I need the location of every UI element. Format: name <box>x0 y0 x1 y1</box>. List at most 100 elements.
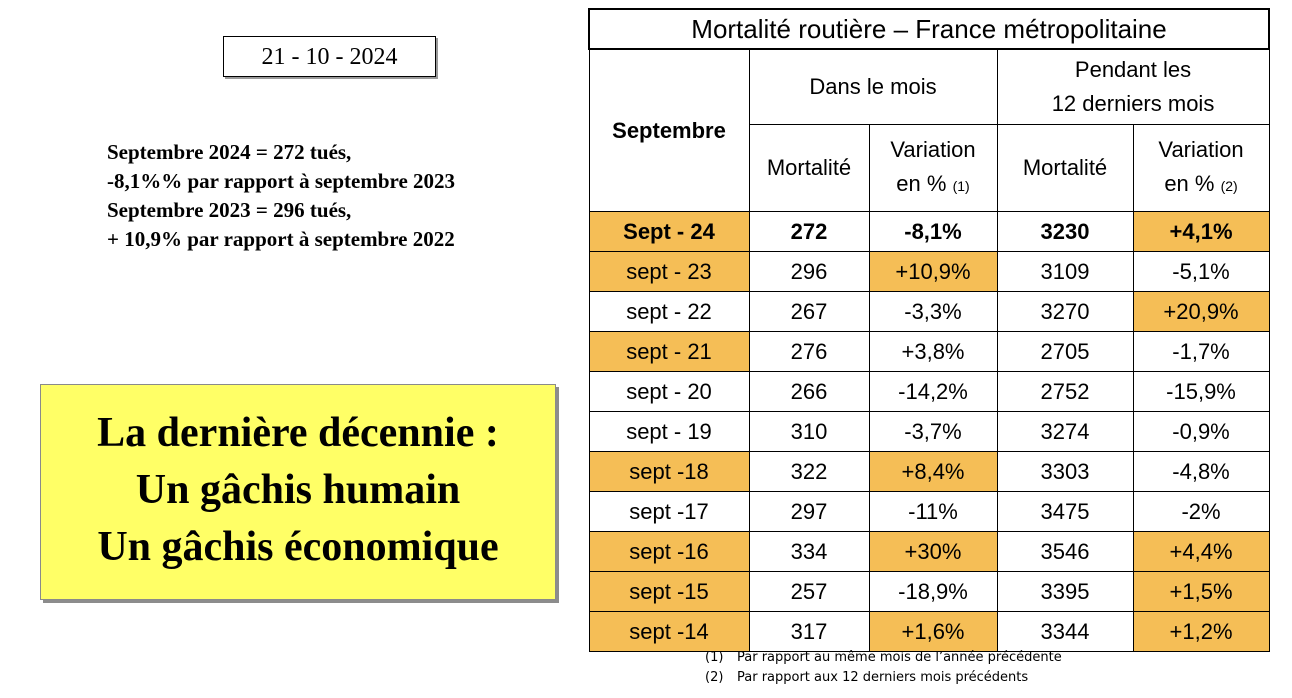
cell-variation-12: +20,9% <box>1132 291 1270 332</box>
group-header-12-months: Pendant les 12 derniers mois <box>996 48 1270 125</box>
table-row: sept - 19 310 -3,7% 3274 -0,9% <box>588 411 1270 452</box>
cell-mortalite: 297 <box>748 491 870 532</box>
cell-mortalite-12: 3303 <box>996 451 1134 492</box>
cell-mortalite-12: 3270 <box>996 291 1134 332</box>
summary-text: Septembre 2024 = 272 tués, -8,1%% par ra… <box>107 138 455 254</box>
cell-mortalite-12: 3230 <box>996 211 1134 252</box>
cell-variation-month: +1,6% <box>868 611 998 652</box>
cell-variation-month: -18,9% <box>868 571 998 612</box>
summary-line: Septembre 2024 = 272 tués, <box>107 140 352 164</box>
table-row: sept - 23 296 +10,9% 3109 -5,1% <box>588 251 1270 292</box>
table-title: Mortalité routière – France métropolitai… <box>587 8 1271 50</box>
cell-mortalite: 296 <box>748 251 870 292</box>
callout-box: La dernière décennie : Un gâchis humain … <box>40 384 556 600</box>
row-label: sept -14 <box>588 611 750 652</box>
cell-variation-12: +1,2% <box>1132 611 1270 652</box>
row-label: sept -18 <box>588 451 750 492</box>
row-label: sept - 20 <box>588 371 750 412</box>
mortality-table: Mortalité routière – France métropolitai… <box>587 8 1271 652</box>
cell-variation-12: -15,9% <box>1132 371 1270 412</box>
summary-line: -8,1%% par rapport à septembre 2023 <box>107 169 456 193</box>
table-row: sept -18 322 +8,4% 3303 -4,8% <box>588 451 1270 492</box>
cell-variation-12: +4,1% <box>1132 211 1270 252</box>
date-box: 21 - 10 - 2024 <box>223 36 436 77</box>
cell-variation-month: -11% <box>868 491 998 532</box>
col-header-variation-1: Variation en % (1) <box>868 124 998 212</box>
row-header-septembre: Septembre <box>588 48 750 212</box>
cell-variation-month: -14,2% <box>868 371 998 412</box>
group-header-12-line1: Pendant les <box>1074 57 1192 82</box>
cell-variation-month: +10,9% <box>868 251 998 292</box>
cell-mortalite: 317 <box>748 611 870 652</box>
cell-variation-12: -0,9% <box>1132 411 1270 452</box>
cell-variation-12: -2% <box>1132 491 1270 532</box>
summary-line: + 10,9% par rapport à septembre 2022 <box>107 227 455 251</box>
row-label: sept -17 <box>588 491 750 532</box>
variation-label: Variation <box>890 137 976 162</box>
cell-mortalite: 310 <box>748 411 870 452</box>
table-row: Sept - 24 272 -8,1% 3230 +4,1% <box>588 211 1270 252</box>
group-header-12-line2: 12 derniers mois <box>1051 91 1215 116</box>
footnote-text: Par rapport au même mois de l’année préc… <box>737 650 1062 665</box>
summary-line: Septembre 2023 = 296 tués, <box>107 198 352 222</box>
cell-variation-month: -3,3% <box>868 291 998 332</box>
cell-mortalite: 257 <box>748 571 870 612</box>
cell-mortalite-12: 3475 <box>996 491 1134 532</box>
col-header-mortalite-12: Mortalité <box>996 124 1134 212</box>
table-row: sept - 21 276 +3,8% 2705 -1,7% <box>588 331 1270 372</box>
variation-unit: en % <box>896 171 947 196</box>
row-label: sept - 23 <box>588 251 750 292</box>
cell-mortalite-12: 3274 <box>996 411 1134 452</box>
variation-label: Variation <box>1158 137 1244 162</box>
cell-variation-12: -4,8% <box>1132 451 1270 492</box>
cell-mortalite-12: 3395 <box>996 571 1134 612</box>
cell-mortalite-12: 3546 <box>996 531 1134 572</box>
cell-mortalite: 276 <box>748 331 870 372</box>
cell-variation-month: +3,8% <box>868 331 998 372</box>
footnotes: (1) Par rapport au même mois de l’année p… <box>705 648 1062 688</box>
cell-variation-month: +8,4% <box>868 451 998 492</box>
callout-line: Un gâchis économique <box>97 524 499 570</box>
cell-variation-12: +4,4% <box>1132 531 1270 572</box>
table-row: sept -15 257 -18,9% 3395 +1,5% <box>588 571 1270 612</box>
table-row: sept - 20 266 -14,2% 2752 -15,9% <box>588 371 1270 412</box>
footnote: (1) Par rapport au même mois de l’année p… <box>705 648 1062 668</box>
cell-mortalite: 322 <box>748 451 870 492</box>
note-ref-1: (1) <box>952 178 970 194</box>
row-label: sept - 21 <box>588 331 750 372</box>
cell-mortalite: 334 <box>748 531 870 572</box>
table-row: sept -17 297 -11% 3475 -2% <box>588 491 1270 532</box>
footnote: (2) Par rapport aux 12 derniers mois préc… <box>705 668 1062 688</box>
row-label: Sept - 24 <box>588 211 750 252</box>
note-ref-2: (2) <box>1220 178 1238 194</box>
footnote-text: Par rapport aux 12 derniers mois précéde… <box>737 670 1029 685</box>
cell-mortalite: 267 <box>748 291 870 332</box>
cell-mortalite: 272 <box>748 211 870 252</box>
cell-mortalite-12: 2752 <box>996 371 1134 412</box>
cell-variation-month: -3,7% <box>868 411 998 452</box>
row-label: sept -15 <box>588 571 750 612</box>
variation-unit: en % <box>1164 171 1215 196</box>
callout-line: La dernière décennie : <box>97 410 499 456</box>
footnote-number: (1) <box>705 650 724 665</box>
cell-variation-month: -8,1% <box>868 211 998 252</box>
table-row: sept -16 334 +30% 3546 +4,4% <box>588 531 1270 572</box>
cell-variation-12: -1,7% <box>1132 331 1270 372</box>
cell-variation-12: +1,5% <box>1132 571 1270 612</box>
col-header-variation-2: Variation en % (2) <box>1132 124 1270 212</box>
col-header-mortalite: Mortalité <box>748 124 870 212</box>
row-label: sept - 22 <box>588 291 750 332</box>
callout-line: Un gâchis humain <box>135 467 461 513</box>
footnote-number: (2) <box>705 670 724 685</box>
cell-mortalite-12: 3344 <box>996 611 1134 652</box>
table-row: sept -14 317 +1,6% 3344 +1,2% <box>588 611 1270 652</box>
cell-mortalite-12: 2705 <box>996 331 1134 372</box>
row-label: sept -16 <box>588 531 750 572</box>
cell-mortalite-12: 3109 <box>996 251 1134 292</box>
table-row: sept - 22 267 -3,3% 3270 +20,9% <box>588 291 1270 332</box>
group-header-month: Dans le mois <box>748 48 998 125</box>
cell-variation-month: +30% <box>868 531 998 572</box>
cell-variation-12: -5,1% <box>1132 251 1270 292</box>
row-label: sept - 19 <box>588 411 750 452</box>
cell-mortalite: 266 <box>748 371 870 412</box>
